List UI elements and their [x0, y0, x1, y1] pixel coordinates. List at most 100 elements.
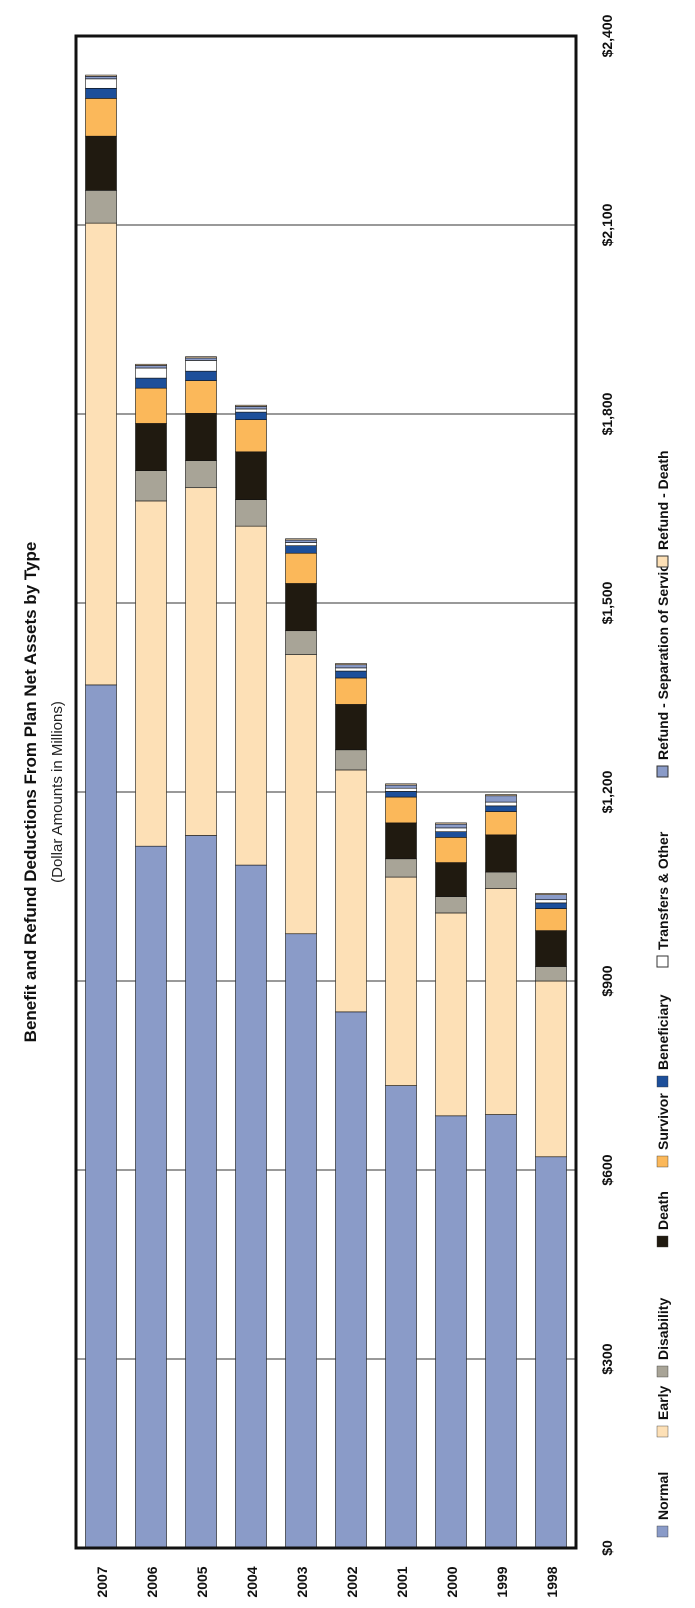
bar-segment-disability-2007 [85, 190, 117, 224]
legend-swatch [656, 1425, 669, 1438]
bar-segment-death-1998 [535, 930, 567, 967]
bar-segment-transfers-other-2004 [235, 408, 267, 413]
chart-subtitle: (Dollar Amounts in Millions) [49, 701, 66, 883]
bar-segment-disability-1998 [535, 966, 567, 982]
bar-segment-death-2006 [135, 423, 167, 472]
bar-segment-disability-1999 [485, 871, 517, 889]
bar-group-1998 [535, 893, 567, 1549]
bar-segment-early-2000 [435, 912, 467, 1117]
legend-swatch [656, 955, 669, 968]
bar-segment-early-2006 [135, 500, 167, 847]
bar-segment-refund-death-2001 [385, 783, 417, 786]
bar-segment-death-2000 [435, 862, 467, 897]
bar-segment-survivor-2006 [135, 387, 167, 424]
category-label: 2004 [244, 1566, 260, 1597]
bar-segment-beneficiary-2007 [85, 87, 117, 99]
bar-group-2005 [185, 356, 217, 1549]
bar-segment-death-2004 [235, 451, 267, 500]
bar-segment-early-2002 [335, 769, 367, 1013]
category-label: 2006 [144, 1566, 160, 1597]
bar-segment-refund-death-2002 [335, 663, 367, 666]
category-label: 2005 [194, 1566, 210, 1597]
bar-segment-disability-2001 [385, 858, 417, 878]
bar-group-1999 [485, 794, 517, 1549]
bar-group-2003 [285, 538, 317, 1549]
bar-segment-transfers-other-2001 [385, 787, 417, 792]
bar-group-2006 [135, 363, 167, 1549]
legend-label: Survivor [655, 1093, 671, 1150]
legend-label: Refund - Separation of Service [655, 556, 671, 760]
bar-segment-refund-death-2004 [235, 404, 267, 407]
bar-segment-death-2003 [285, 583, 317, 632]
bar-segment-normal-2007 [85, 684, 117, 1549]
bar-segment-beneficiary-2002 [335, 670, 367, 679]
bar-segment-beneficiary-1999 [485, 805, 517, 812]
category-label: 2007 [94, 1566, 110, 1597]
category-label: 1999 [494, 1566, 510, 1597]
bar-segment-refund-separation-of-service-2003 [285, 539, 317, 543]
bar-segment-survivor-2001 [385, 796, 417, 824]
bar-segment-death-2005 [185, 413, 217, 461]
bar-segment-beneficiary-2005 [185, 370, 217, 381]
category-label: 2002 [344, 1566, 360, 1597]
bar-segment-beneficiary-2006 [135, 377, 167, 389]
bar-segment-refund-separation-of-service-2006 [135, 365, 167, 369]
category-label: 2000 [444, 1566, 460, 1597]
bar-segment-transfers-other-1999 [485, 801, 517, 807]
bar-segment-refund-separation-of-service-1999 [485, 795, 517, 803]
bar-group-2004 [235, 404, 267, 1549]
bar-segment-refund-death-2007 [85, 74, 117, 77]
bar-segment-refund-death-2006 [135, 363, 167, 366]
bar-segment-survivor-2003 [285, 552, 317, 584]
bar-group-2000 [435, 822, 467, 1549]
bar-segment-transfers-other-2007 [85, 78, 117, 89]
legend-label: Transfers & Other [655, 831, 671, 950]
legend-label: Normal [655, 1472, 671, 1520]
bar-segment-survivor-1998 [535, 908, 567, 931]
bar-segment-normal-2005 [185, 835, 217, 1549]
bar-segment-refund-separation-of-service-2000 [435, 823, 467, 829]
bar-segment-early-2004 [235, 525, 267, 866]
value-tick-label: $900 [599, 965, 615, 996]
legend-label: Refund - Death [655, 450, 671, 550]
bar-segment-normal-2000 [435, 1115, 467, 1549]
value-tick-label: $300 [599, 1343, 615, 1374]
bar-segment-transfers-other-2002 [335, 667, 367, 672]
value-tick-label: $2,100 [599, 203, 615, 246]
legend-label: Disability [655, 1298, 671, 1360]
bar-group-2007 [85, 74, 117, 1549]
bar-segment-refund-separation-of-service-2002 [335, 664, 367, 669]
bar-segment-early-2005 [185, 487, 217, 836]
bar-segment-transfers-other-2005 [185, 360, 217, 372]
bar-segment-transfers-other-2003 [285, 542, 317, 546]
bar-segment-refund-separation-of-service-2005 [185, 357, 217, 361]
value-tick-label: $2,400 [599, 14, 615, 57]
bar-group-2001 [385, 783, 417, 1549]
legend-label: Beneficiary [655, 994, 671, 1070]
bar-segment-refund-separation-of-service-2001 [385, 784, 417, 789]
legend-swatch [656, 1525, 669, 1538]
bar-segment-transfers-other-1998 [535, 899, 567, 904]
bar-segment-refund-separation-of-service-2004 [235, 406, 267, 410]
bar-segment-normal-2001 [385, 1085, 417, 1549]
bar-segment-beneficiary-2003 [285, 545, 317, 554]
bar-segment-early-1998 [535, 980, 567, 1158]
bar-segment-refund-death-2003 [285, 538, 317, 541]
bar-segment-early-1999 [485, 888, 517, 1115]
legend-swatch [656, 555, 669, 568]
bar-segment-survivor-2004 [235, 419, 267, 453]
legend-swatch [656, 1075, 669, 1088]
value-tick-label: $1,200 [599, 770, 615, 813]
category-label: 2001 [394, 1566, 410, 1597]
bar-segment-refund-death-2000 [435, 822, 467, 825]
bar-segment-early-2003 [285, 654, 317, 935]
bar-segment-beneficiary-2001 [385, 791, 417, 798]
category-label: 1998 [544, 1566, 560, 1597]
bar-segment-normal-2006 [135, 845, 167, 1549]
legend-swatch [656, 1155, 669, 1168]
bar-segment-disability-2003 [285, 630, 317, 655]
bar-segment-disability-2002 [335, 749, 367, 771]
bar-segment-death-1999 [485, 834, 517, 873]
value-tick-label: $600 [599, 1154, 615, 1185]
